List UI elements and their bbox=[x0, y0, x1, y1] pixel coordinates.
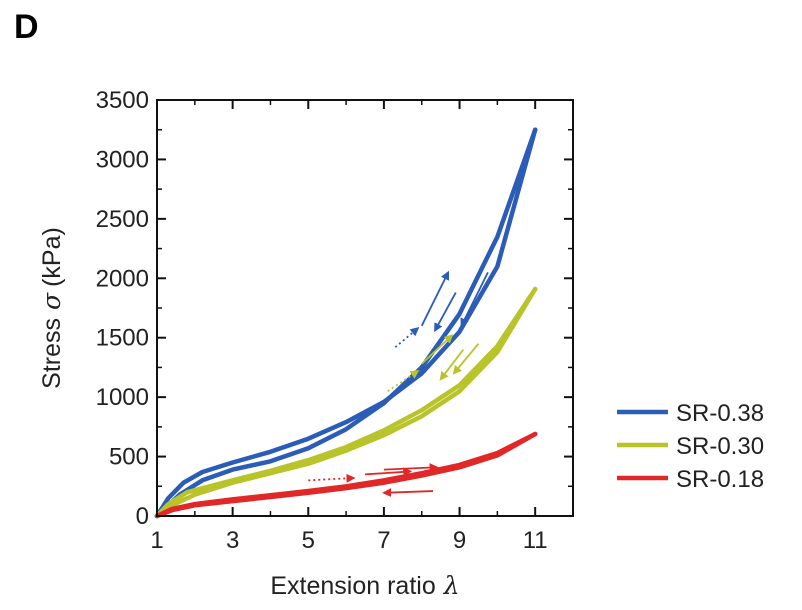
direction-arrow bbox=[382, 488, 434, 498]
x-axis-symbol: λ bbox=[443, 571, 460, 600]
x-tick-label: 1 bbox=[150, 527, 163, 554]
y-axis-title: Stress σ (kPa) bbox=[37, 227, 66, 389]
ticks-layer: 1 3 5 7 9 11 0 500 1000 1500 2000 2500 3000 3500 bbox=[96, 87, 574, 554]
legend-label: SR-0.30 bbox=[676, 433, 764, 460]
arrows-layer bbox=[308, 270, 489, 498]
direction-arrow bbox=[420, 270, 450, 327]
panel-label: D bbox=[14, 8, 39, 46]
y-tick-label: 3000 bbox=[96, 146, 149, 173]
series-sr-038-loading-curve bbox=[154, 127, 538, 519]
series-sr-030-loading-curve bbox=[154, 286, 538, 519]
direction-arrow bbox=[364, 467, 413, 477]
y-tick-label: 3500 bbox=[96, 87, 149, 114]
direction-arrow bbox=[394, 327, 420, 348]
y-axis-unit: (kPa) bbox=[38, 227, 66, 287]
direction-arrow bbox=[387, 369, 420, 392]
direction-arrow bbox=[452, 343, 480, 375]
y-tick-label: 2000 bbox=[96, 265, 149, 292]
y-tick-label: 2500 bbox=[96, 206, 149, 233]
legend: SR-0.38 SR-0.30 SR-0.18 bbox=[617, 400, 764, 493]
y-tick-label: 1500 bbox=[96, 325, 149, 352]
x-tick-label: 3 bbox=[226, 527, 239, 554]
y-tick-label: 1000 bbox=[96, 384, 149, 411]
y-axis-title-text: Stress bbox=[38, 318, 66, 389]
direction-arrow bbox=[383, 463, 439, 473]
x-axis-title: Extension ratio λ bbox=[270, 571, 459, 600]
legend-label: SR-0.18 bbox=[676, 466, 764, 493]
direction-arrow bbox=[439, 349, 465, 381]
series-sr-018-unloading-curve bbox=[154, 431, 538, 519]
x-tick-label: 9 bbox=[453, 527, 466, 554]
y-tick-label: 0 bbox=[136, 503, 149, 530]
legend-label: SR-0.38 bbox=[676, 400, 764, 427]
series-sr-030-unloading-curve bbox=[154, 286, 538, 519]
curves-layer bbox=[154, 127, 538, 519]
x-tick-label: 5 bbox=[302, 527, 315, 554]
direction-arrow bbox=[308, 473, 356, 483]
direction-arrow bbox=[421, 334, 454, 365]
direction-arrow bbox=[460, 271, 489, 328]
y-tick-label: 500 bbox=[109, 444, 149, 471]
x-tick-label: 11 bbox=[523, 527, 548, 554]
x-axis-title-text: Extension ratio bbox=[270, 572, 435, 600]
direction-arrow bbox=[434, 292, 457, 333]
x-tick-label: 7 bbox=[377, 527, 390, 554]
plot-frame bbox=[156, 99, 574, 517]
y-axis-symbol: σ bbox=[37, 292, 66, 310]
